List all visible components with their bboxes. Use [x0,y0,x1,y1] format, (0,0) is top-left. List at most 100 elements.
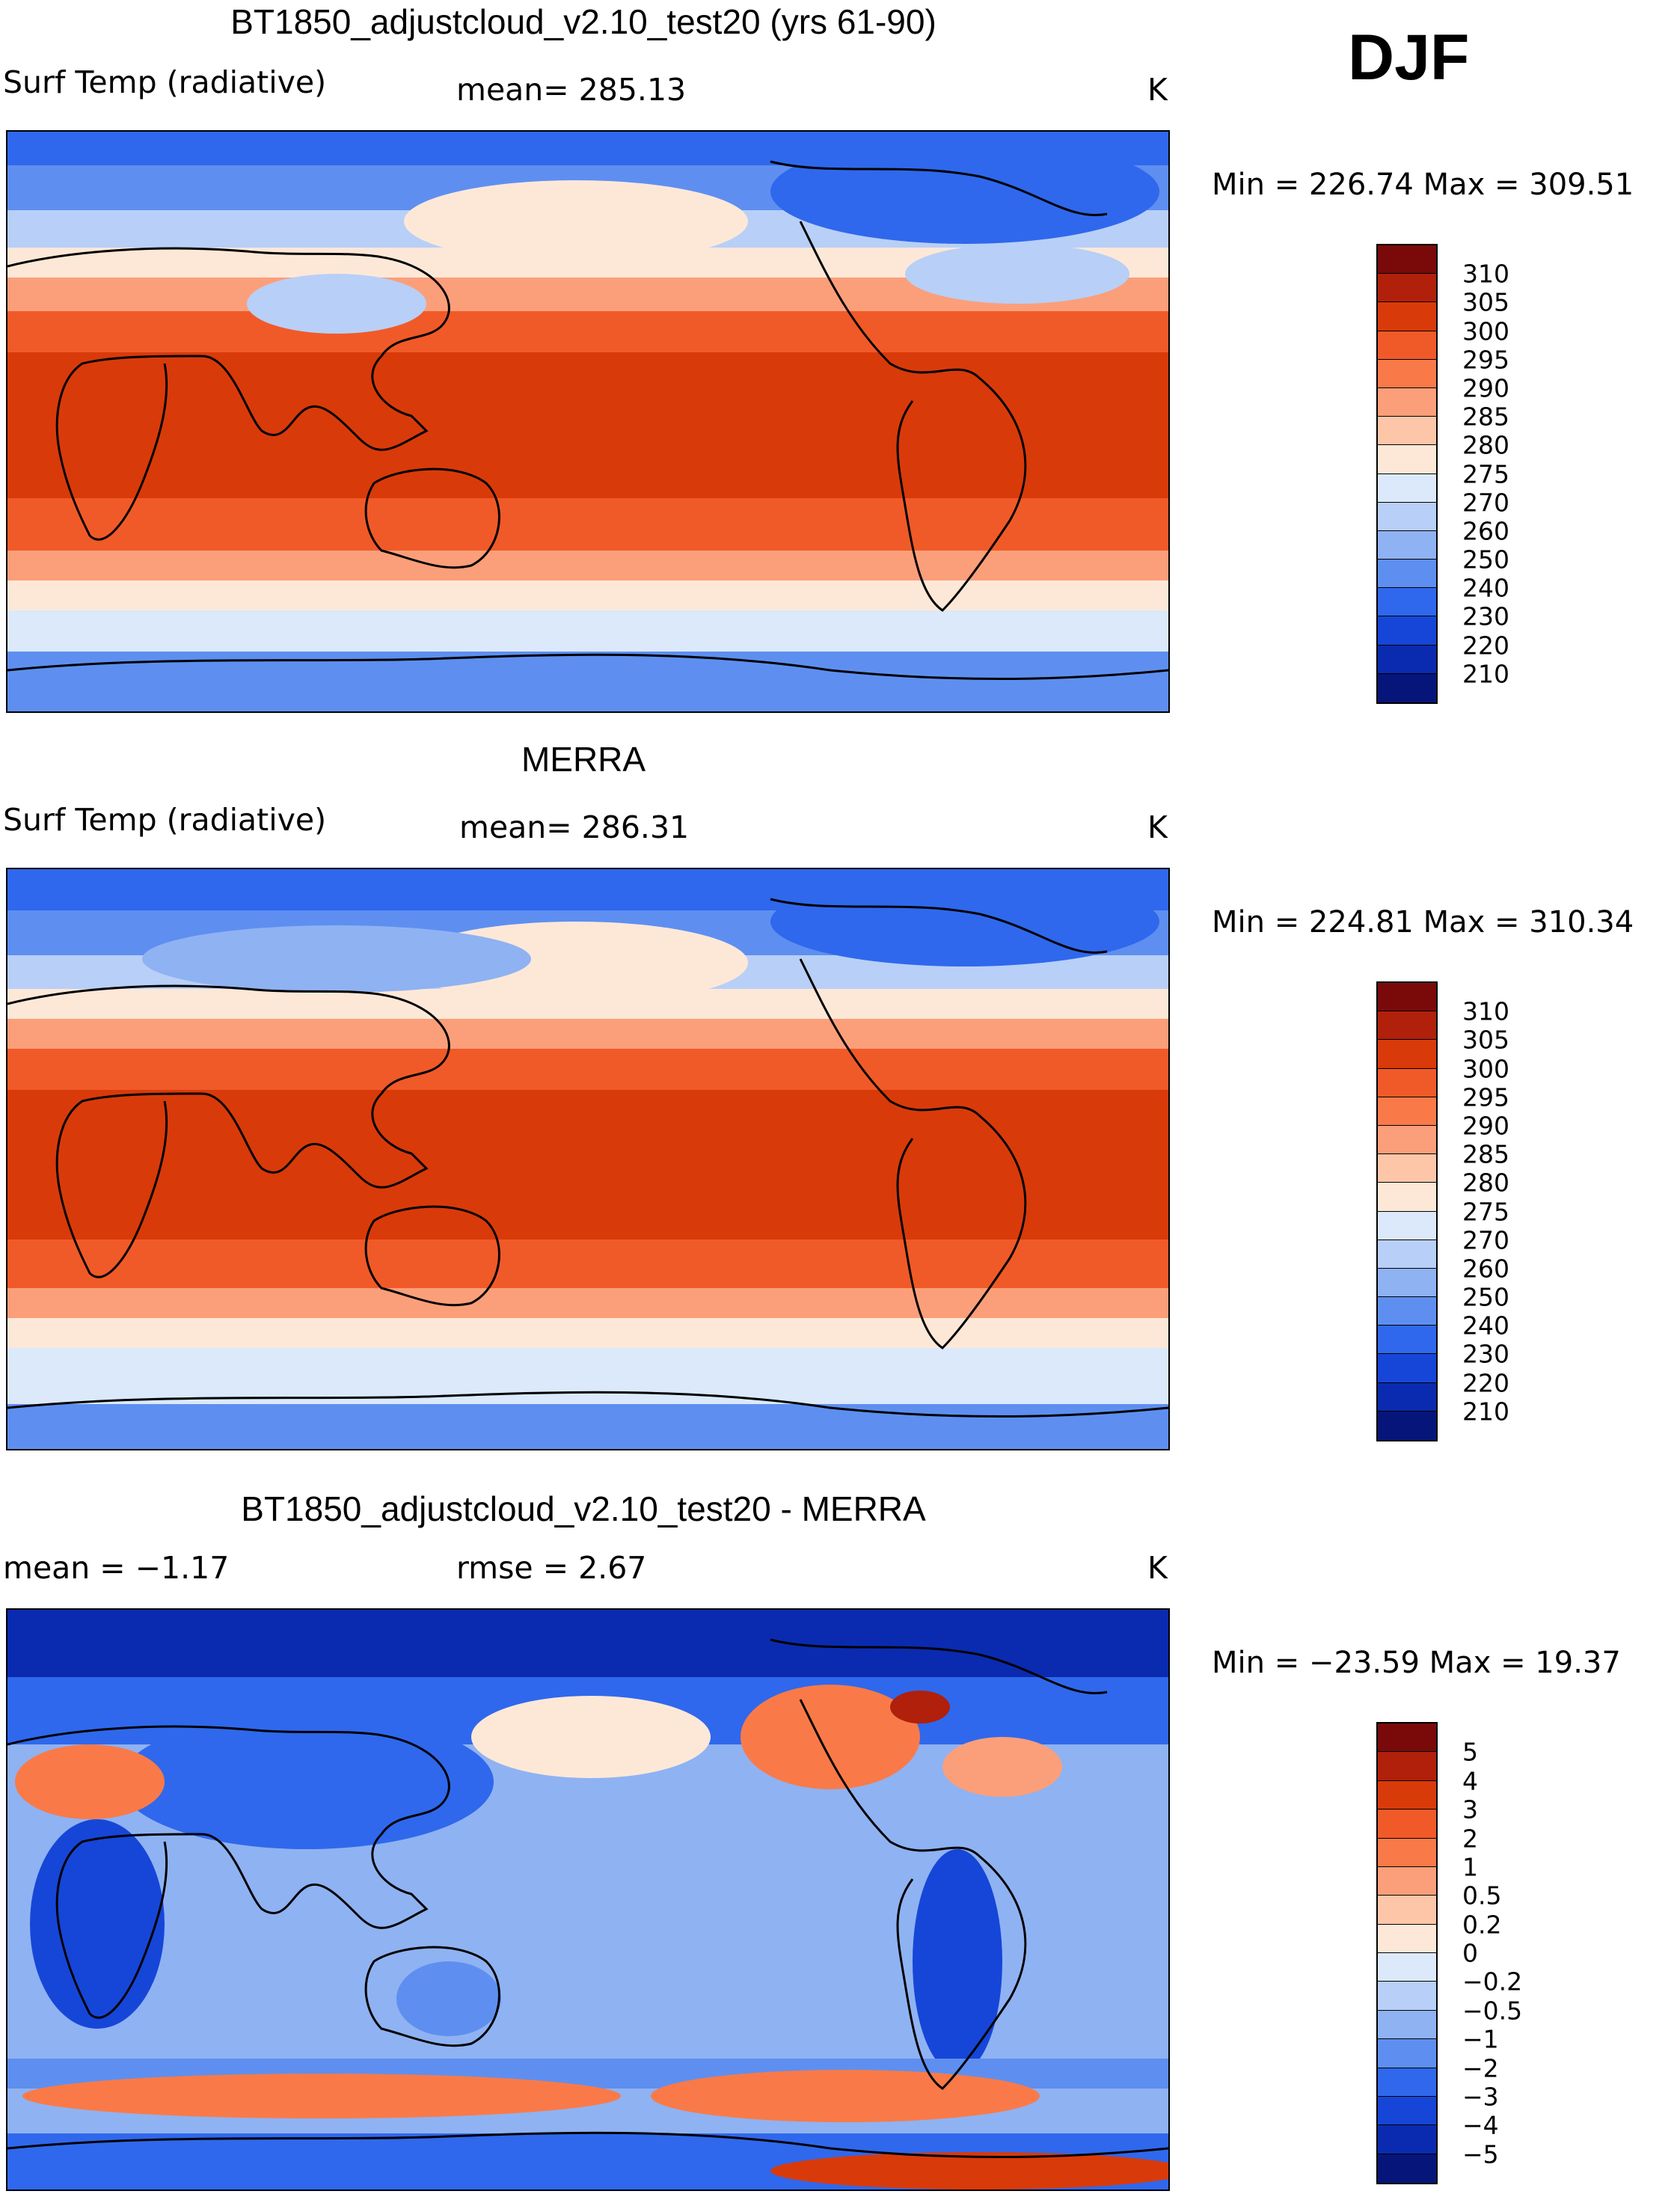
colorbar-tick-label: 210 [1462,659,1509,689]
colorbar-swatch [1378,1154,1436,1183]
colorbar-swatch [1378,359,1436,388]
colorbar-swatch [1378,1780,1436,1810]
colorbar-tick-label: 1 [1462,1852,1478,1882]
colorbar-tick-label: 290 [1462,1111,1509,1141]
colorbar-swatch [1378,474,1436,503]
colorbar-swatch [1378,331,1436,360]
colorbar-tick-label: 5 [1462,1737,1478,1767]
colorbar-tick-label: 4 [1462,1766,1478,1796]
colorbar-tick-label: 300 [1462,316,1509,346]
colorbar-tick-label: −0.2 [1462,1967,1523,1997]
colorbar-tick-label: 280 [1462,1168,1509,1198]
unit-label: K [1147,809,1168,845]
colorbar-swatch [1378,1723,1436,1753]
colorbar-tick-label: 305 [1462,287,1509,317]
colorbar-swatch [1378,1896,1436,1925]
colorbar-tick-label: 275 [1462,459,1509,488]
difference-map [6,1608,1170,2191]
colorbar [1376,244,1438,704]
colorbar-tick-label: 295 [1462,345,1509,375]
colorbar-swatch [1378,1011,1436,1041]
colorbar-swatch [1378,1382,1436,1412]
colorbar-swatch [1378,1838,1436,1867]
temperature-map [6,868,1170,1450]
colorbar-tick-label: 270 [1462,1225,1509,1255]
colorbar-tick-label: 310 [1462,259,1509,289]
colorbar-swatch [1378,302,1436,331]
colorbar-swatch [1378,1866,1436,1896]
colorbar-tick-label: 285 [1462,1139,1509,1169]
unit-label: K [1147,72,1168,108]
min-max-label: Min = 226.74 Max = 309.51 [1212,168,1634,202]
colorbar-tick-label: 3 [1462,1795,1478,1824]
colorbar-swatch [1378,1125,1436,1155]
map-svg [7,869,1168,1449]
colorbar-tick-label: 220 [1462,1368,1509,1398]
colorbar-swatch [1378,1068,1436,1097]
mean-label: mean= 286.31 [459,809,690,845]
colorbar-tick-label: 290 [1462,373,1509,403]
colorbar-swatch [1378,245,1436,275]
colorbar-swatch [1378,1411,1436,1440]
colorbar-tick-label: 260 [1462,516,1509,546]
colorbar-tick-label: 0.5 [1462,1881,1502,1910]
colorbar-swatch [1378,1297,1436,1326]
colorbar-tick-label: −0.5 [1462,1996,1523,2026]
colorbar-tick-label: 275 [1462,1197,1509,1226]
panel-title: BT1850_adjustcloud_v2.10_test20 (yrs 61-… [230,2,936,41]
colorbar-tick-label: 285 [1462,402,1509,432]
variable-label: Surf Temp (radiative) [3,64,327,100]
colorbar-swatch [1378,417,1436,446]
temperature-map [6,130,1170,713]
colorbar-tick-label: 260 [1462,1254,1509,1284]
colorbar-swatch [1378,1982,1436,2011]
colorbar-tick-label: 0 [1462,1938,1478,1968]
colorbar-swatch [1378,2125,1436,2154]
difference-bands [7,1610,1168,2190]
colorbar-swatch [1378,530,1436,560]
colorbar-tick-label: 230 [1462,1339,1509,1369]
colorbar-swatch [1378,645,1436,674]
colorbar-tick-label: −4 [1462,2110,1499,2140]
colorbar-tick-label: 240 [1462,573,1509,603]
map-svg [7,1610,1168,2190]
coastlines [7,898,1168,1418]
colorbar-tick-label: −5 [1462,2139,1499,2169]
colorbar-tick-label: 270 [1462,488,1509,518]
panel-title: MERRA [521,740,646,779]
colorbar-tick-label: 220 [1462,631,1509,661]
colorbar-swatch [1378,1211,1436,1240]
colorbar-swatch [1378,1268,1436,1298]
colorbar-tick-label: 2 [1462,1824,1478,1853]
colorbar-swatch [1378,1810,1436,1839]
colorbar-swatch [1378,616,1436,646]
min-max-label: Min = 224.81 Max = 310.34 [1212,905,1634,940]
colorbar-tick-label: 0.2 [1462,1910,1502,1940]
temperature-bands [7,869,1168,1449]
colorbar-tick-label: −3 [1462,2082,1499,2112]
colorbar-swatch [1378,1040,1436,1069]
colorbar-tick-label: 210 [1462,1397,1509,1427]
colorbar-swatch [1378,2154,1436,2183]
colorbar-swatch [1378,983,1436,1012]
colorbar-swatch [1378,2096,1436,2126]
colorbar-tick-label: −2 [1462,2053,1499,2083]
colorbar [1376,981,1438,1441]
coastlines [7,1638,1168,2159]
coastlines [7,160,1168,681]
colorbar-tick-label: 240 [1462,1311,1509,1340]
colorbar-swatch [1378,673,1436,702]
colorbar-swatch [1378,1326,1436,1355]
colorbar-swatch [1378,1752,1436,1781]
colorbar-swatch [1378,445,1436,474]
colorbar-swatch [1378,1097,1436,1126]
colorbar-tick-label: −1 [1462,2024,1499,2054]
colorbar-tick-label: 230 [1462,601,1509,631]
colorbar-tick-label: 280 [1462,430,1509,460]
colorbar [1376,1722,1438,2184]
variable-label: Surf Temp (radiative) [3,802,327,838]
colorbar-tick-label: 310 [1462,996,1509,1026]
colorbar-swatch [1378,1183,1436,1212]
colorbar-tick-label: 300 [1462,1054,1509,1084]
colorbar-swatch [1378,1240,1436,1269]
